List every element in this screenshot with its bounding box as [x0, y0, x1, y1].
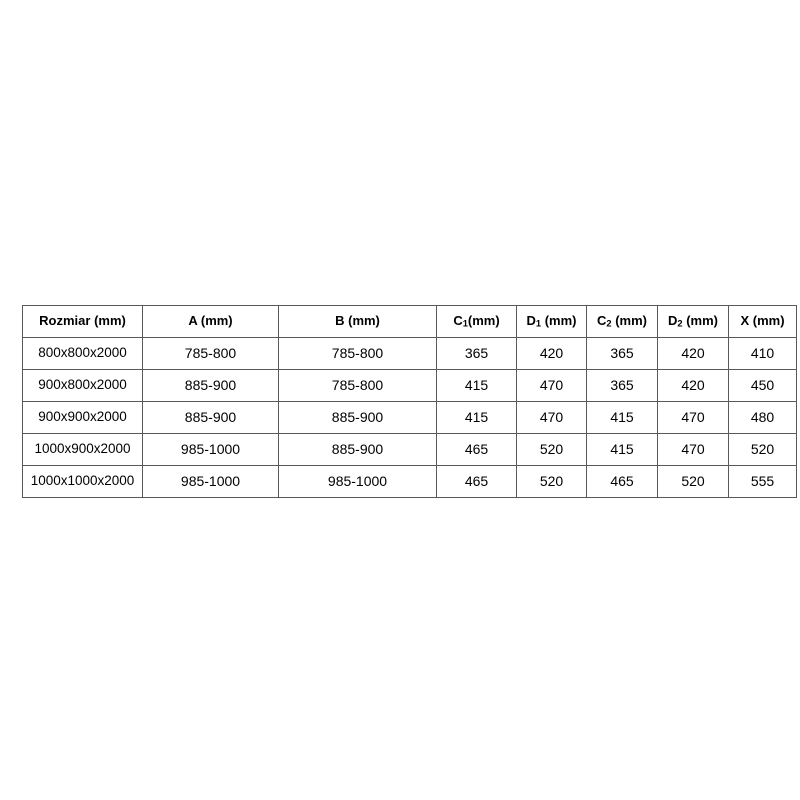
column-header-d1: D1 (mm) [516, 305, 587, 338]
cell-x: 410 [728, 337, 797, 370]
cell-x: 555 [728, 465, 797, 498]
cell-d1: 470 [516, 401, 587, 434]
cell-size: 1000x900x2000 [22, 433, 143, 466]
cell-c1: 415 [436, 369, 517, 402]
cell-size: 1000x1000x2000 [22, 465, 143, 498]
column-header-b: B (mm) [278, 305, 437, 338]
cell-b: 785-800 [278, 369, 437, 402]
table-header: Rozmiar (mm) A (mm) B (mm) C1(mm) D1 (mm) C2 … [22, 305, 797, 338]
table-header-row: Rozmiar (mm) A (mm) B (mm) C1(mm) D1 (mm) C2 … [22, 305, 797, 338]
cell-a: 885-900 [142, 369, 279, 402]
cell-b: 885-900 [278, 401, 437, 434]
cell-a: 885-900 [142, 401, 279, 434]
cell-d2: 420 [657, 337, 729, 370]
dimension-table-container: Rozmiar (mm) A (mm) B (mm) C1(mm) D1 (mm) C2 … [22, 305, 797, 498]
cell-size: 900x900x2000 [22, 401, 143, 434]
cell-d1: 420 [516, 337, 587, 370]
cell-b: 885-900 [278, 433, 437, 466]
table-body: 800x800x2000 785-800 785-800 365 420 365 420 41… [22, 337, 797, 498]
cell-d2: 470 [657, 401, 729, 434]
cell-a: 985-1000 [142, 433, 279, 466]
cell-c2: 465 [586, 465, 658, 498]
column-header-x: X (mm) [728, 305, 797, 338]
cell-c2: 415 [586, 401, 658, 434]
cell-c1: 465 [436, 433, 517, 466]
table-row: 800x800x2000 785-800 785-800 365 420 365 420 41… [22, 337, 797, 370]
cell-b: 785-800 [278, 337, 437, 370]
subscript-2: 2 [677, 318, 683, 329]
cell-a: 785-800 [142, 337, 279, 370]
cell-b: 985-1000 [278, 465, 437, 498]
cell-x: 450 [728, 369, 797, 402]
table-row: 1000x1000x2000 985-1000 985-1000 465 520 465 5… [22, 465, 797, 498]
table-row: 900x900x2000 885-900 885-900 415 470 415 470 48… [22, 401, 797, 434]
column-header-d2: D2 (mm) [657, 305, 729, 338]
cell-c2: 365 [586, 337, 658, 370]
column-header-a: A (mm) [142, 305, 279, 338]
cell-x: 480 [728, 401, 797, 434]
cell-c1: 415 [436, 401, 517, 434]
column-header-c2: C2 (mm) [586, 305, 658, 338]
cell-a: 985-1000 [142, 465, 279, 498]
cell-d1: 470 [516, 369, 587, 402]
cell-d2: 470 [657, 433, 729, 466]
cell-d1: 520 [516, 465, 587, 498]
cell-d2: 420 [657, 369, 729, 402]
table-row: 1000x900x2000 985-1000 885-900 465 520 415 470… [22, 433, 797, 466]
column-header-size: Rozmiar (mm) [22, 305, 143, 338]
cell-c2: 415 [586, 433, 658, 466]
cell-d2: 520 [657, 465, 729, 498]
cell-size: 900x800x2000 [22, 369, 143, 402]
cell-c1: 465 [436, 465, 517, 498]
cell-c2: 365 [586, 369, 658, 402]
column-header-c1: C1(mm) [436, 305, 517, 338]
subscript-2: 2 [606, 318, 612, 329]
cell-x: 520 [728, 433, 797, 466]
cell-d1: 520 [516, 433, 587, 466]
table-row: 900x800x2000 885-900 785-800 415 470 365 420 45… [22, 369, 797, 402]
dimension-table: Rozmiar (mm) A (mm) B (mm) C1(mm) D1 (mm) C2 … [22, 305, 797, 498]
subscript-1: 1 [535, 318, 542, 329]
subscript-1: 1 [462, 318, 468, 329]
cell-c1: 365 [436, 337, 517, 370]
cell-size: 800x800x2000 [22, 337, 143, 370]
